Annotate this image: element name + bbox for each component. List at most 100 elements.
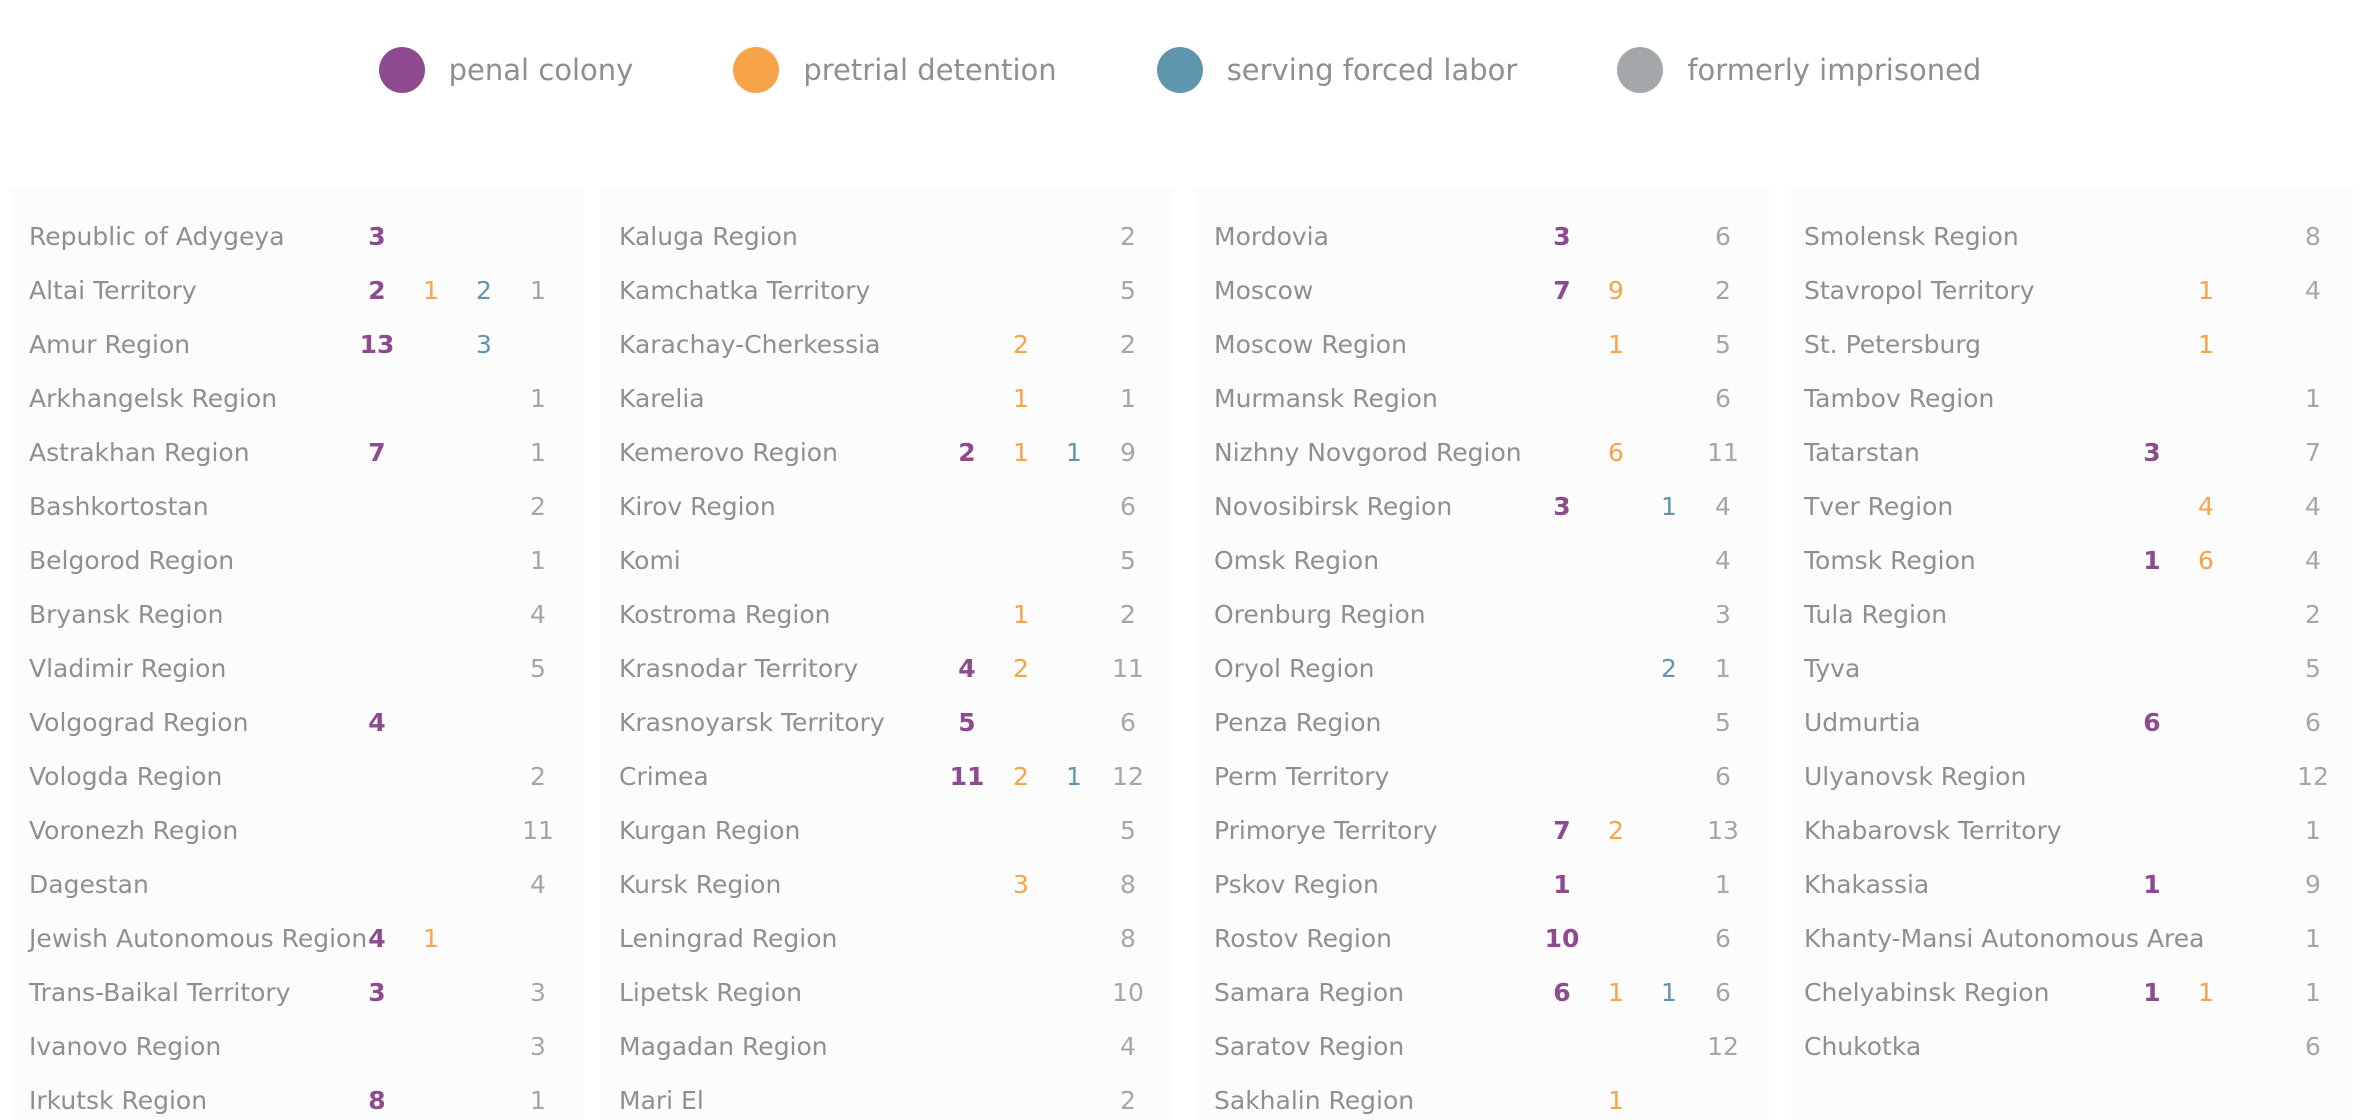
region-name: Khanty-Mansi Autonomous Area: [1804, 924, 2205, 953]
table-row: Orenburg Region 3: [1195, 588, 1769, 642]
region-name: St. Petersburg: [1804, 330, 1982, 359]
table-row: Chelyabinsk Region 1 1 1: [1785, 966, 2359, 1020]
region-name: Samara Region: [1214, 978, 1404, 1007]
legend-item-penal-colony: penal colony: [378, 47, 634, 93]
table-row: Tambov Region 1: [1785, 372, 2359, 426]
count-pretrial: 1: [423, 924, 439, 953]
table-row: Stavropol Territory 1 4: [1785, 264, 2359, 318]
region-name: Karelia: [619, 384, 705, 413]
region-name: Stavropol Territory: [1804, 276, 2035, 305]
table-row: Sakhalin Region 1: [1195, 1074, 1769, 1120]
region-name: Bashkortostan: [29, 492, 209, 521]
region-name: Mari El: [619, 1086, 704, 1115]
count-former: 2: [1120, 1086, 1136, 1115]
region-name: Saratov Region: [1214, 1032, 1405, 1061]
legend-swatch-serving-forced-labor: [1156, 47, 1203, 93]
table-row: Oryol Region 2 1: [1195, 642, 1769, 696]
table-row: Mordovia 3 6: [1195, 210, 1769, 264]
table-row: Ulyanovsk Region 12: [1785, 750, 2359, 804]
count-former: 2: [1715, 276, 1731, 305]
count-pretrial: 1: [2198, 978, 2214, 1007]
count-pretrial: 1: [2198, 276, 2214, 305]
table-row: Primorye Territory 7 2 13: [1195, 804, 1769, 858]
count-former: 6: [1715, 762, 1731, 791]
count-former: 7: [2305, 438, 2321, 467]
table-row: Astrakhan Region 7 1: [10, 426, 584, 480]
count-pretrial: 1: [2198, 330, 2214, 359]
region-name: Komi: [619, 546, 681, 575]
count-former: 1: [530, 1086, 546, 1115]
legend-label-penal-colony: penal colony: [448, 53, 634, 87]
region-name: Jewish Autonomous Region: [29, 924, 368, 953]
table-row: Nizhny Novgorod Region 6 11: [1195, 426, 1769, 480]
table-row: Arkhangelsk Region 1: [10, 372, 584, 426]
region-name: Chelyabinsk Region: [1804, 978, 2050, 1007]
table-row: Belgorod Region 1: [10, 534, 584, 588]
region-name: Crimea: [619, 762, 709, 791]
count-pretrial: 1: [1013, 600, 1029, 629]
region-name: Bryansk Region: [29, 600, 224, 629]
count-former: 10: [1112, 978, 1144, 1007]
table-row: Pskov Region 1 1: [1195, 858, 1769, 912]
table-row: Tyva 5: [1785, 642, 2359, 696]
count-former: 6: [1715, 384, 1731, 413]
count-former: 1: [1715, 654, 1731, 683]
legend-swatch-pretrial-detention: [733, 47, 780, 93]
table-row: Jewish Autonomous Region 4 1: [10, 912, 584, 966]
count-pretrial: 1: [1608, 1086, 1624, 1115]
table-row: Kursk Region 3 8: [600, 858, 1174, 912]
region-name: Khakassia: [1804, 870, 1930, 899]
table-row: Rostov Region 10 6: [1195, 912, 1769, 966]
count-former: 3: [530, 978, 546, 1007]
count-former: 6: [2305, 708, 2321, 737]
count-former: 8: [2305, 222, 2321, 251]
count-former: 1: [1715, 870, 1731, 899]
count-pretrial: 4: [2198, 492, 2214, 521]
count-former: 4: [1120, 1032, 1136, 1061]
region-name: Khabarovsk Territory: [1804, 816, 2062, 845]
table-row: Udmurtia 6 6: [1785, 696, 2359, 750]
count-former: 9: [2305, 870, 2321, 899]
count-former: 5: [1120, 276, 1136, 305]
count-penal: 1: [2143, 546, 2161, 575]
region-name: Kurgan Region: [619, 816, 801, 845]
table-row: Komi 5: [600, 534, 1174, 588]
table-row: Trans-Baikal Territory 3 3: [10, 966, 584, 1020]
count-former: 12: [1112, 762, 1144, 791]
count-pretrial: 2: [1608, 816, 1624, 845]
region-name: Arkhangelsk Region: [29, 384, 278, 413]
count-penal: 1: [2143, 870, 2161, 899]
count-former: 4: [1715, 546, 1731, 575]
count-former: 2: [530, 492, 546, 521]
region-name: Belgorod Region: [29, 546, 235, 575]
region-panel-3: Mordovia 3 6 Moscow 7 9 2 Moscow Region 1 5 Murman…: [1195, 189, 1769, 1120]
table-row: Kirov Region 6: [600, 480, 1174, 534]
table-row: Lipetsk Region 10: [600, 966, 1174, 1020]
count-pretrial: 9: [1608, 276, 1624, 305]
legend-swatch-formerly-imprisoned: [1617, 47, 1664, 93]
region-name: Ivanovo Region: [29, 1032, 222, 1061]
count-pretrial: 2: [1013, 654, 1029, 683]
table-row: Kostroma Region 1 2: [600, 588, 1174, 642]
count-former: 4: [2305, 492, 2321, 521]
region-name: Amur Region: [29, 330, 191, 359]
table-row: Tver Region 4 4: [1785, 480, 2359, 534]
count-former: 5: [1715, 330, 1731, 359]
table-row: Novosibirsk Region 3 1 4: [1195, 480, 1769, 534]
region-name: Udmurtia: [1804, 708, 1921, 737]
region-name: Penza Region: [1214, 708, 1382, 737]
count-former: 1: [530, 546, 546, 575]
region-name: Chukotka: [1804, 1032, 1922, 1061]
region-panel-1: Republic of Adygeya 3 Altai Territory 2 1 2 1 A…: [10, 189, 584, 1120]
region-name: Orenburg Region: [1214, 600, 1426, 629]
count-former: 1: [530, 384, 546, 413]
count-pretrial: 3: [1013, 870, 1029, 899]
count-penal: 10: [1544, 924, 1580, 953]
table-row: Kurgan Region 5: [600, 804, 1174, 858]
region-name: Karachay-Cherkessia: [619, 330, 881, 359]
table-row: Krasnodar Territory 4 2 11: [600, 642, 1174, 696]
region-name: Astrakhan Region: [29, 438, 250, 467]
count-penal: 11: [949, 762, 985, 791]
count-forced: 1: [1661, 978, 1677, 1007]
count-former: 11: [1112, 654, 1144, 683]
